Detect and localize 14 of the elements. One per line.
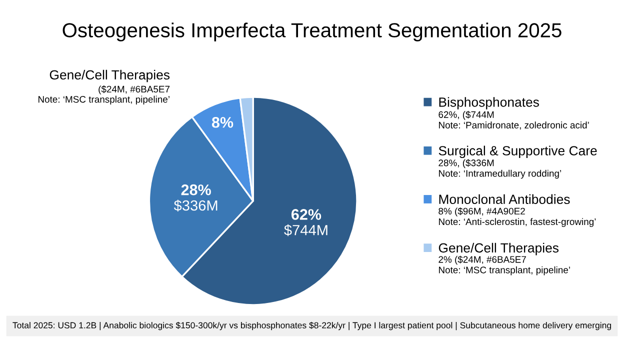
- legend-label: Gene/Cell Therapies: [438, 242, 559, 256]
- text: Total 2025: USD 1.2B | Anabolic biologics $150-300k/yr vs bisphosphonates $8-22k/yr | Type I largest patient pool | Subcutaneous home delivery emerging: [12, 322, 612, 330]
- text: 2% ($24M, #6BA5E7 Note: ‘MSC transplant, pipeline’: [438, 256, 570, 276]
- data-label: 8%: [212, 116, 234, 128]
- text: 8% ($96M, #4A90E2 Note: ‘Anti-sclerostin, fastest-growing’: [438, 207, 596, 227]
- legend-label: Surgical & Supportive Care: [438, 146, 597, 158]
- chart-title: Osteogenesis Imperfecta Treatment Segmentation 2025: [62, 22, 562, 42]
- data-label: 62% $744M: [284, 209, 328, 236]
- legend-label: Bisphosphonates: [439, 97, 539, 110]
- legend-label: Monoclonal Antibodies: [439, 194, 570, 204]
- text: 28%, ($336M Note: ‘Intramedullary rodding’: [438, 159, 562, 179]
- data-label: 28% $336M: [174, 184, 218, 212]
- text: 62%, ($744M Note: ‘Pamidronate, zoledronic acid’: [438, 110, 589, 130]
- text: Gene/Cell Therapies ($24M, #6BA5E7 Note: ‘MSC transplant, pipeline’: [38, 70, 170, 105]
